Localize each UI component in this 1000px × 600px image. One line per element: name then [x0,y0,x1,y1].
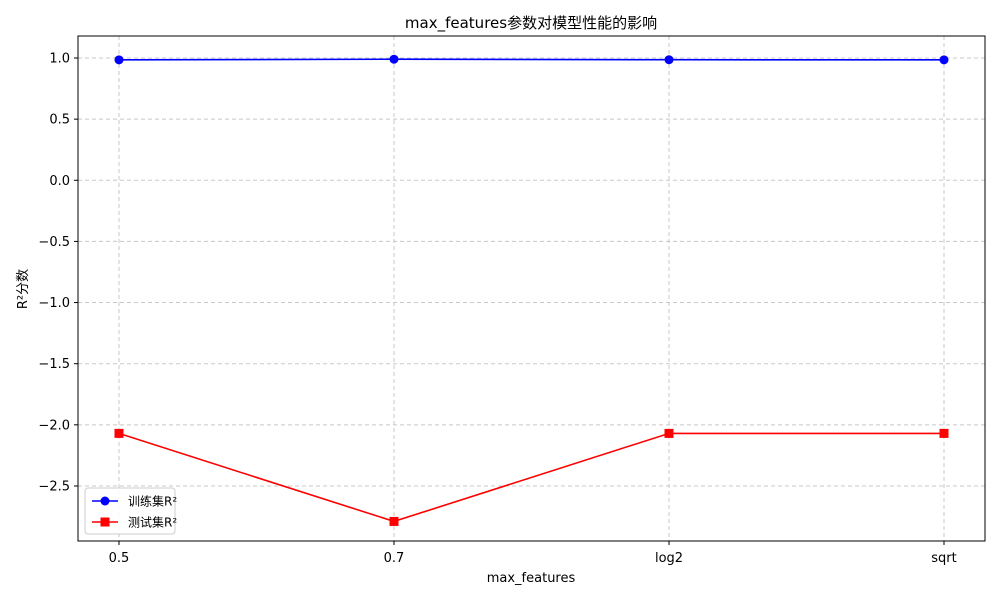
data-point [939,55,949,65]
y-tick-label: 0.0 [49,174,70,189]
x-axis-label: max_features [487,571,576,586]
legend-label: 测试集R² [128,515,177,530]
series-line [118,432,944,523]
legend: 训练集R² 测试集R² [84,487,177,535]
legend-label: 训练集R² [128,494,177,509]
chart-title: max_features参数对模型性能的影响 [405,14,657,33]
data-point [939,428,949,438]
x-tick-label: sqrt [931,551,956,566]
data-point [664,55,674,65]
legend-swatch-marker [100,517,110,527]
y-tick-label: −1.0 [38,296,70,311]
y-tick-label: 1.0 [49,52,70,67]
grid [78,36,985,541]
legend-swatch-marker [100,496,110,506]
y-tick-label: −2.0 [38,418,70,433]
x-tick-label: 0.7 [384,551,405,566]
y-axis-label: R²分数 [16,269,31,309]
data-point [114,428,124,438]
data-point [114,55,124,65]
series-layer [114,54,949,526]
data-point [664,428,674,438]
y-tick-label: −1.5 [38,357,70,372]
x-tick-label: log2 [655,551,683,566]
y-tick-label: −0.5 [38,235,70,250]
y-tick-label: −2.5 [38,479,70,494]
plot-frame [77,35,986,542]
axes: 0.5 0.7 log2 sqrt 1.0 0.5 0.0 −0.5 −1.0 −1.5 −2.0 −… [38,52,956,566]
x-tick-label: 0.5 [109,551,130,566]
series-line [118,58,945,61]
data-point [389,54,399,64]
y-tick-label: 0.5 [49,113,70,128]
data-point [389,516,399,526]
